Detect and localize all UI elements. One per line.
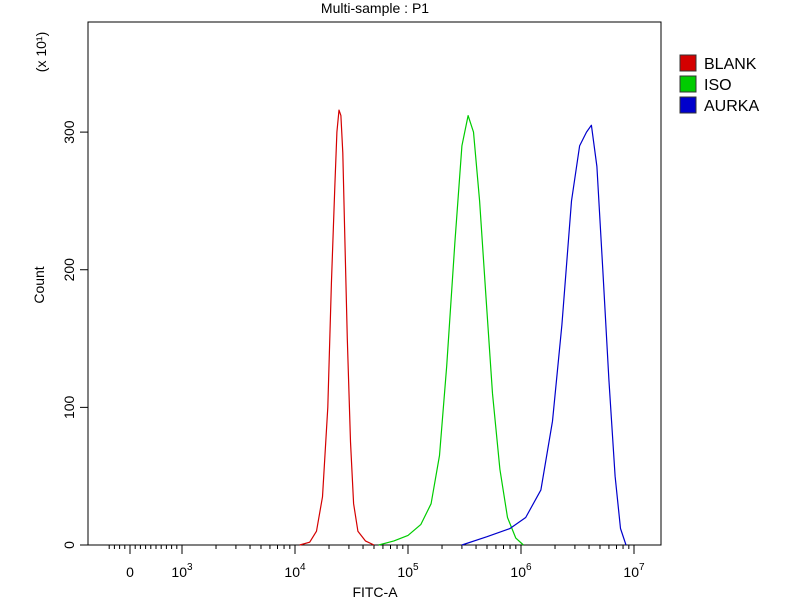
- legend-swatch-iso: [679, 75, 697, 93]
- series-line-blank: [299, 109, 375, 546]
- x-tick-label: 107: [623, 562, 645, 580]
- series-line-aurka: [461, 124, 627, 546]
- x-major-ticks: [129, 545, 635, 554]
- x-tick-label: 103: [171, 562, 193, 580]
- x-tick-label: 106: [510, 562, 532, 580]
- y-tick-label: 0: [61, 541, 77, 549]
- x-tick-label: 104: [284, 562, 306, 580]
- x-tick-labels: 0 103 104 105 106 107: [126, 562, 645, 580]
- y-ticks: [80, 131, 88, 546]
- plot-frame: [87, 21, 662, 546]
- y-tick-label: 200: [61, 258, 77, 282]
- y-axis-title: Count: [31, 266, 47, 303]
- legend-label-aurka: AURKA: [704, 98, 759, 115]
- legend-swatch-blank: [679, 54, 697, 72]
- legend-label-iso: ISO: [704, 77, 732, 94]
- chart-title: Multi-sample : P1: [321, 0, 429, 16]
- x-tick-label: 0: [126, 564, 134, 580]
- y-tick-label: 100: [61, 395, 77, 419]
- y-tick-label: 300: [61, 120, 77, 144]
- x-tick-label: 105: [397, 562, 419, 580]
- legend: BLANK ISO AURKA: [679, 54, 759, 115]
- series-line-iso: [378, 114, 524, 546]
- y-tick-labels: 0 100 200 300: [61, 120, 77, 549]
- x-axis-title: FITC-A: [352, 584, 398, 600]
- legend-swatch-aurka: [679, 96, 697, 114]
- series-lines: [299, 109, 627, 546]
- x-minor-ticks: [108, 545, 630, 549]
- legend-label-blank: BLANK: [704, 56, 757, 73]
- y-multiplier-label: (x 10¹): [33, 32, 49, 72]
